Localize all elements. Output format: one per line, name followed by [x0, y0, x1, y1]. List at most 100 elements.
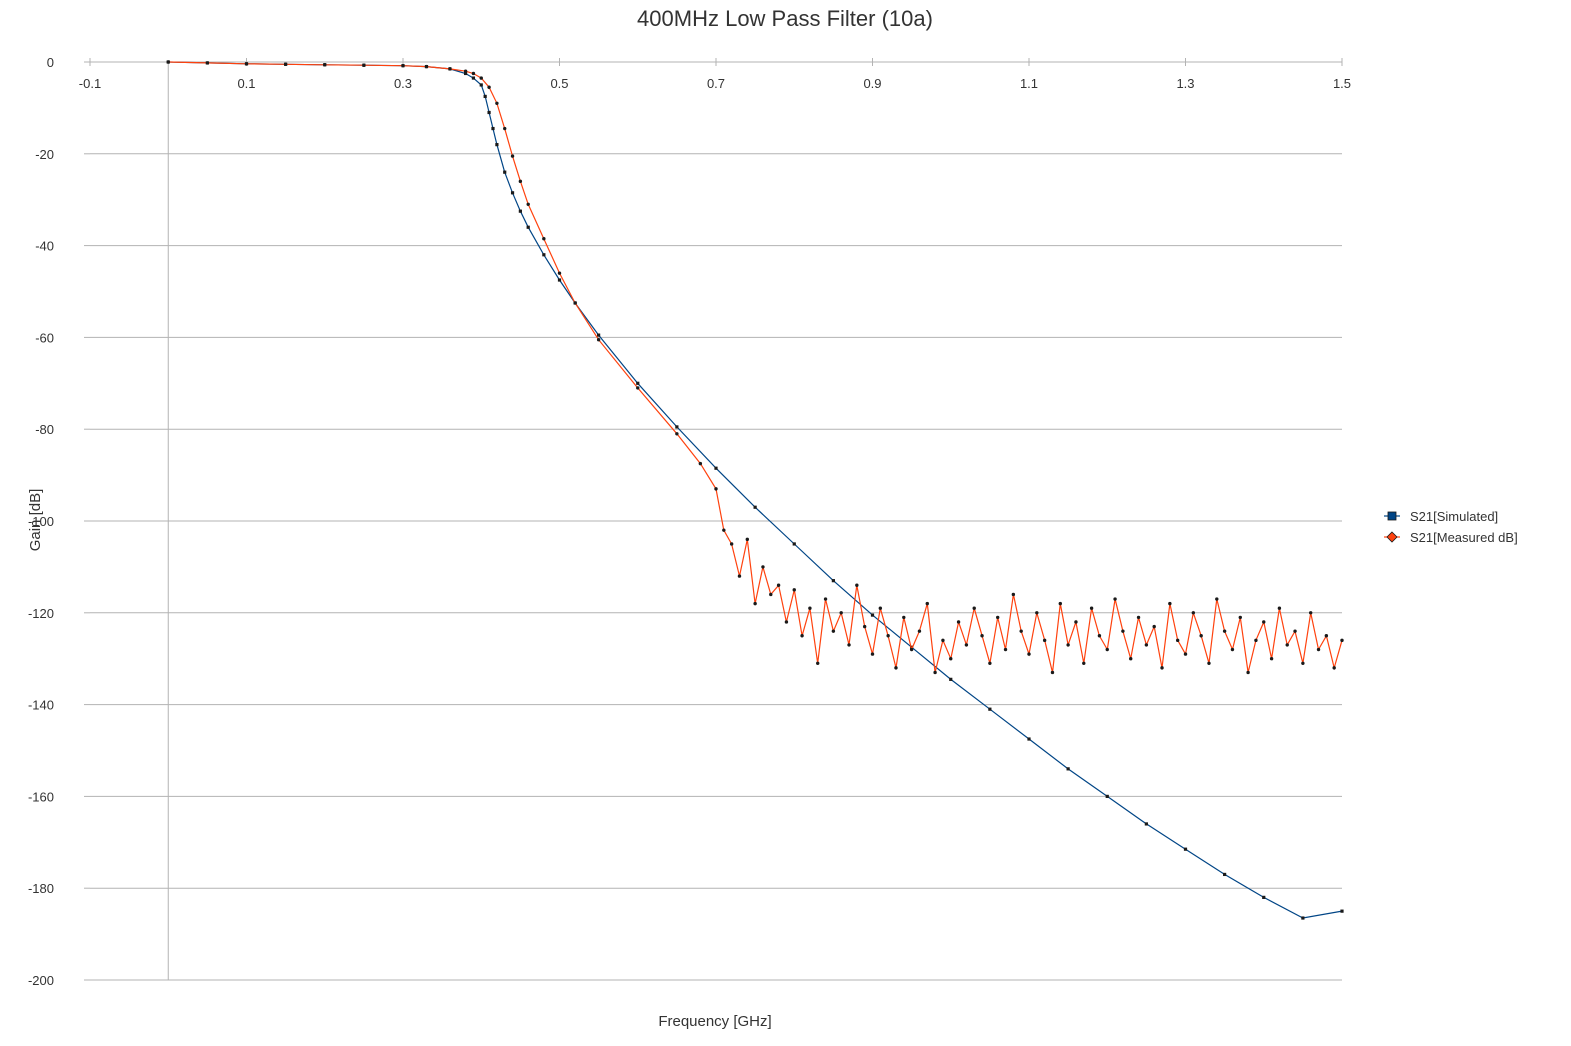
data-point: [956, 620, 961, 624]
data-point: [714, 466, 718, 470]
data-point: [557, 271, 562, 275]
data-point: [518, 179, 523, 184]
legend-label: S21[Measured dB]: [1410, 530, 1518, 545]
data-point: [323, 63, 327, 67]
data-point: [464, 71, 468, 76]
data-point: [902, 615, 906, 620]
data-point: [1144, 643, 1149, 647]
data-point: [1324, 634, 1329, 638]
data-point: [816, 661, 820, 665]
data-point: [862, 624, 867, 629]
legend-item: S21[Measured dB]: [1384, 530, 1518, 545]
data-point: [949, 677, 953, 681]
data-point: [401, 63, 405, 68]
data-point: [495, 101, 499, 106]
y-tick-label: -20: [35, 147, 54, 162]
data-point: [1152, 624, 1156, 629]
data-point: [1191, 611, 1196, 615]
data-point: [800, 634, 804, 638]
data-point: [1254, 638, 1258, 643]
series-layer: [166, 60, 1344, 920]
data-point: [980, 634, 984, 638]
data-point: [1089, 606, 1094, 610]
data-point: [283, 62, 288, 66]
x-tick-label: 1.3: [1176, 76, 1194, 91]
data-point: [1113, 597, 1117, 601]
data-point: [894, 666, 898, 670]
x-tick-label: 0.5: [550, 76, 568, 91]
data-point: [988, 707, 992, 711]
data-point: [792, 542, 796, 546]
data-point: [808, 606, 812, 610]
x-tick-label: 0.1: [237, 76, 255, 91]
data-point: [675, 425, 679, 429]
series-1: [166, 60, 1344, 675]
y-tick-label: 0: [47, 55, 54, 70]
data-point: [542, 253, 546, 257]
data-point: [1215, 597, 1219, 601]
data-point: [1136, 615, 1141, 620]
data-point: [1238, 615, 1242, 620]
data-point: [471, 71, 476, 76]
data-point: [1309, 611, 1313, 615]
data-point: [886, 634, 890, 638]
data-point: [1074, 620, 1078, 624]
data-point: [1105, 647, 1109, 652]
y-tick-label: -40: [35, 239, 54, 254]
data-point: [839, 611, 843, 615]
data-point: [510, 154, 515, 158]
data-point: [1230, 647, 1235, 652]
x-tick-label: 0.3: [394, 76, 412, 91]
data-point: [1340, 638, 1344, 643]
grid: [90, 61, 1342, 981]
data-point: [823, 597, 828, 601]
data-point: [1207, 661, 1211, 665]
data-point: [753, 505, 757, 509]
data-point: [542, 237, 546, 241]
data-point: [769, 592, 773, 597]
data-point: [573, 301, 577, 305]
x-axis-label: Frequency [GHz]: [658, 1013, 771, 1030]
data-point: [1262, 620, 1266, 624]
y-tick-label: -140: [28, 698, 54, 713]
data-point: [925, 601, 929, 606]
data-point: [526, 225, 530, 229]
data-point: [244, 62, 249, 66]
data-point: [1222, 629, 1227, 633]
y-tick-label: -200: [28, 973, 54, 988]
tick-labels: 0 -20 -40 -60 -80 -100 -120 -140 -160 -180 -200 -0.…: [28, 55, 1351, 988]
data-point: [855, 583, 859, 587]
data-point: [1129, 657, 1133, 661]
data-point: [526, 202, 530, 206]
data-point: [698, 461, 703, 466]
series-line: [168, 61, 1343, 673]
data-point: [1301, 916, 1305, 920]
y-tick-label: -100: [28, 514, 54, 529]
data-point: [1066, 767, 1070, 771]
data-point: [503, 126, 507, 131]
data-point: [1246, 670, 1250, 675]
x-tick-label: 1.1: [1020, 76, 1038, 91]
data-point: [745, 537, 749, 542]
data-point: [491, 126, 495, 131]
data-point: [636, 381, 640, 385]
data-point: [1183, 847, 1188, 851]
data-point: [166, 60, 170, 64]
data-point: [1340, 909, 1344, 913]
data-point: [424, 64, 429, 69]
data-point: [831, 629, 836, 633]
data-point: [988, 661, 992, 665]
data-point: [483, 94, 487, 99]
data-point: [636, 386, 640, 390]
data-point: [941, 638, 945, 643]
data-point: [1293, 629, 1297, 633]
data-point: [596, 337, 601, 342]
data-point: [761, 565, 765, 569]
x-tick-label: -0.1: [79, 76, 101, 91]
data-point: [1316, 647, 1321, 652]
data-point: [471, 76, 476, 80]
data-point: [729, 542, 734, 546]
y-tick-label: -160: [28, 789, 54, 804]
data-point: [1058, 601, 1063, 606]
